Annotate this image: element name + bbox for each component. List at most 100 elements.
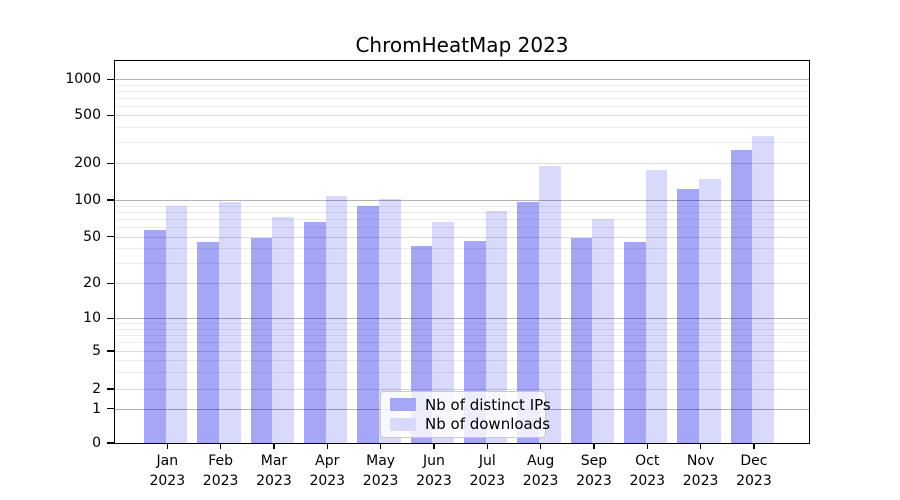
downloads-bar (699, 179, 721, 444)
y-tick (107, 442, 114, 444)
legend-label-distinct-ips: Nb of distinct IPs (425, 395, 551, 414)
minor-gridline (114, 205, 810, 207)
downloads-bar (272, 216, 295, 444)
x-tick-label: Dec 2023 (722, 451, 786, 491)
x-tick-year: 2023 (629, 473, 666, 489)
decade-gridline (114, 318, 810, 320)
x-tick-label: Jun 2023 (402, 451, 466, 491)
y-tick (107, 350, 114, 352)
y-tick-label: 5 (92, 343, 101, 359)
minor-gridline (114, 84, 810, 86)
major-gridline (114, 389, 810, 390)
minor-gridline (114, 360, 810, 362)
x-tick-year: 2023 (682, 473, 719, 489)
x-tick (433, 444, 435, 449)
legend-swatch-distinct-ips (390, 398, 416, 412)
y-tick-label: 1000 (65, 71, 101, 88)
major-gridline (114, 115, 810, 117)
downloads-bar (539, 166, 561, 444)
decade-gridline (114, 79, 810, 81)
x-tick-label: May 2023 (349, 451, 413, 491)
y-tick-label: 100 (74, 192, 101, 208)
ips-bar (623, 242, 646, 444)
x-tick (539, 444, 542, 449)
ips-bar (197, 242, 220, 444)
y-tick-label: 10 (83, 310, 101, 327)
x-tick-label: Sep 2023 (562, 451, 626, 491)
decade-gridline (114, 200, 810, 201)
x-tick (753, 444, 755, 449)
y-tick (107, 317, 114, 320)
x-tick-year: 2023 (469, 473, 506, 489)
minor-gridline (114, 372, 810, 374)
x-tick-label: Jan 2023 (135, 451, 199, 491)
x-tick-year: 2023 (362, 473, 399, 489)
downloads-bar (165, 205, 188, 444)
ips-bar (730, 149, 753, 444)
minor-gridline (114, 323, 810, 325)
major-gridline (114, 163, 810, 165)
downloads-bar (645, 170, 668, 444)
legend-item-downloads: Nb of downloads (390, 415, 550, 433)
x-tick-year: 2023 (736, 473, 772, 489)
x-tick-label: Aug 2023 (509, 451, 573, 491)
y-tick (107, 162, 114, 165)
y-tick-label: 200 (74, 155, 101, 172)
y-tick (107, 78, 114, 81)
x-tick-year: 2023 (416, 473, 452, 489)
x-tick (326, 444, 329, 449)
x-tick (219, 444, 222, 449)
minor-gridline (114, 335, 810, 337)
x-tick-year: 2023 (149, 473, 186, 489)
x-tick-year: 2023 (202, 473, 239, 489)
x-tick (273, 444, 275, 449)
y-tick (107, 114, 114, 117)
x-tick (166, 444, 169, 449)
minor-gridline (114, 342, 810, 344)
downloads-bar (325, 196, 348, 444)
minor-gridline (114, 227, 810, 229)
y-tick (107, 407, 114, 410)
legend: Nb of distinct IPs Nb of downloads (380, 391, 551, 438)
y-tick-label: 500 (74, 107, 101, 124)
x-tick (486, 444, 489, 449)
ips-bar (677, 189, 699, 444)
legend-item-distinct-ips: Nb of distinct IPs (390, 396, 551, 414)
ips-bar (357, 205, 379, 444)
x-tick-label: Apr 2023 (295, 451, 359, 491)
downloads-bar (752, 135, 775, 444)
minor-gridline (114, 97, 810, 99)
minor-gridline (114, 218, 810, 220)
minor-gridline (114, 248, 810, 250)
major-gridline (114, 283, 810, 285)
legend-swatch-downloads (390, 417, 416, 431)
ips-bar (517, 202, 539, 444)
x-tick-year: 2023 (522, 473, 559, 489)
x-tick (379, 444, 382, 449)
ips-bar (570, 237, 593, 444)
x-tick-label: Nov 2023 (669, 451, 733, 491)
ips-bar (250, 237, 273, 444)
y-tick-label: 2 (92, 381, 101, 397)
x-tick (593, 444, 595, 449)
y-tick-label: 50 (83, 228, 101, 245)
x-tick-year: 2023 (309, 473, 346, 489)
y-tick (107, 282, 114, 285)
x-tick-label: Feb 2023 (189, 451, 253, 491)
x-tick (699, 444, 702, 449)
minor-gridline (114, 142, 810, 144)
y-tick-label: 20 (83, 275, 101, 292)
ips-bar (144, 229, 166, 444)
minor-gridline (114, 105, 810, 107)
minor-gridline (114, 90, 810, 92)
minor-gridline (114, 211, 810, 213)
chart-title: ChromHeatMap 2023 (355, 33, 569, 57)
x-tick-year: 2023 (576, 473, 612, 489)
ips-bar (303, 222, 326, 444)
minor-gridline (114, 262, 810, 264)
x-tick-label: Jul 2023 (455, 451, 519, 491)
downloads-bar (379, 198, 401, 444)
y-tick (107, 388, 114, 390)
legend-label-downloads: Nb of downloads (425, 415, 551, 434)
